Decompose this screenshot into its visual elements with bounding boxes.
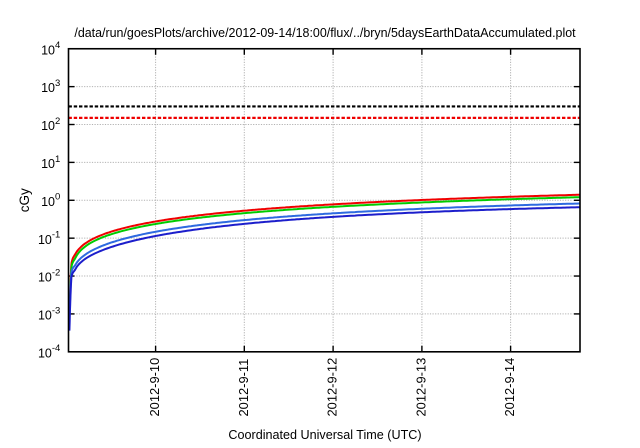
svg-text:/data/run/goesPlots/archive/20: /data/run/goesPlots/archive/2012-09-14/1… xyxy=(74,26,576,40)
svg-text:2012-9-12: 2012-9-12 xyxy=(325,358,340,417)
svg-text:2012-9-10: 2012-9-10 xyxy=(147,358,162,417)
svg-text:2012-9-13: 2012-9-13 xyxy=(413,358,428,417)
svg-text:2012-9-14: 2012-9-14 xyxy=(502,358,517,417)
svg-text:2012-9-11: 2012-9-11 xyxy=(236,359,251,417)
svg-text:cGy: cGy xyxy=(17,188,32,212)
svg-text:Coordinated Universal Time (UT: Coordinated Universal Time (UTC) xyxy=(228,428,421,442)
